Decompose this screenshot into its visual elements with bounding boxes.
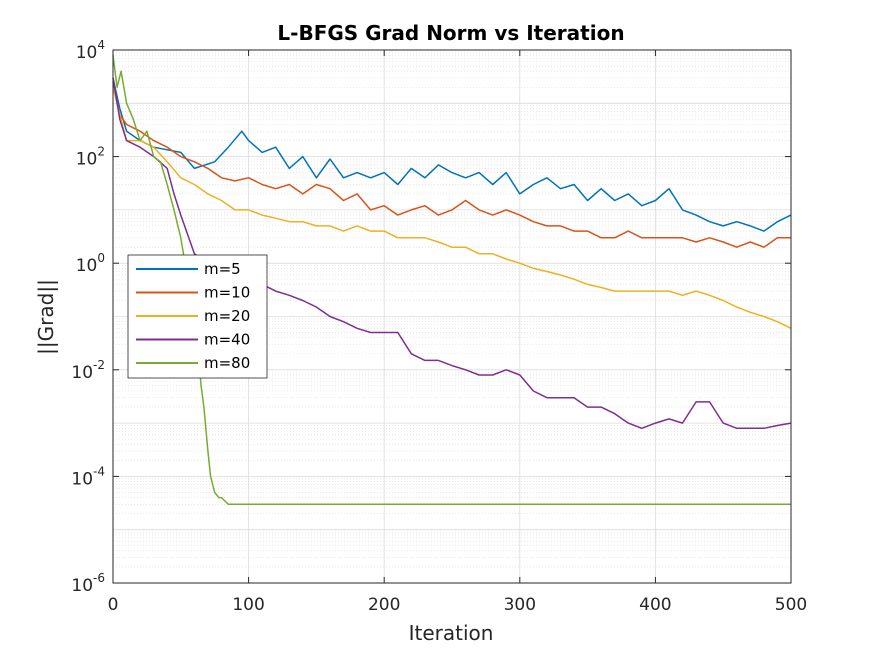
legend-entry: m=40 (204, 331, 250, 349)
legend-entry: m=80 (204, 354, 250, 372)
x-tick-label: 300 (504, 595, 536, 615)
x-tick-label: 100 (232, 595, 264, 615)
y-tick-label: 10-6 (71, 571, 105, 596)
series-line-m5 (112, 77, 792, 232)
y-tick-label: 100 (76, 251, 105, 276)
series-line-m20 (112, 87, 792, 329)
legend: m=5 m=10 m=20 m=40 m=80 (127, 254, 268, 379)
legend-entry: m=10 (204, 284, 250, 302)
x-tick-label: 200 (368, 595, 400, 615)
axes-frame (112, 49, 792, 584)
axes (112, 49, 792, 584)
x-tick-label: 0 (108, 595, 119, 615)
x-tick-label: 400 (639, 595, 671, 615)
x-axis-label: Iteration (409, 621, 494, 645)
y-tick-label: 10-2 (71, 358, 105, 383)
y-tick-label: 102 (76, 145, 105, 170)
tick-labels: 0 100 200 300 400 500 10-6 10-4 10-2 100 102 104 (71, 38, 807, 615)
y-axis-label: ||Grad|| (34, 279, 58, 355)
legend-entry: m=5 (204, 260, 241, 278)
chart-title: L-BFGS Grad Norm vs Iteration (277, 21, 624, 45)
y-tick-label: 10-4 (71, 464, 105, 489)
y-tick-label: 104 (76, 38, 105, 63)
legend-entry: m=20 (204, 307, 250, 325)
series-line-m10 (112, 81, 791, 248)
x-tick-label: 500 (775, 595, 807, 615)
